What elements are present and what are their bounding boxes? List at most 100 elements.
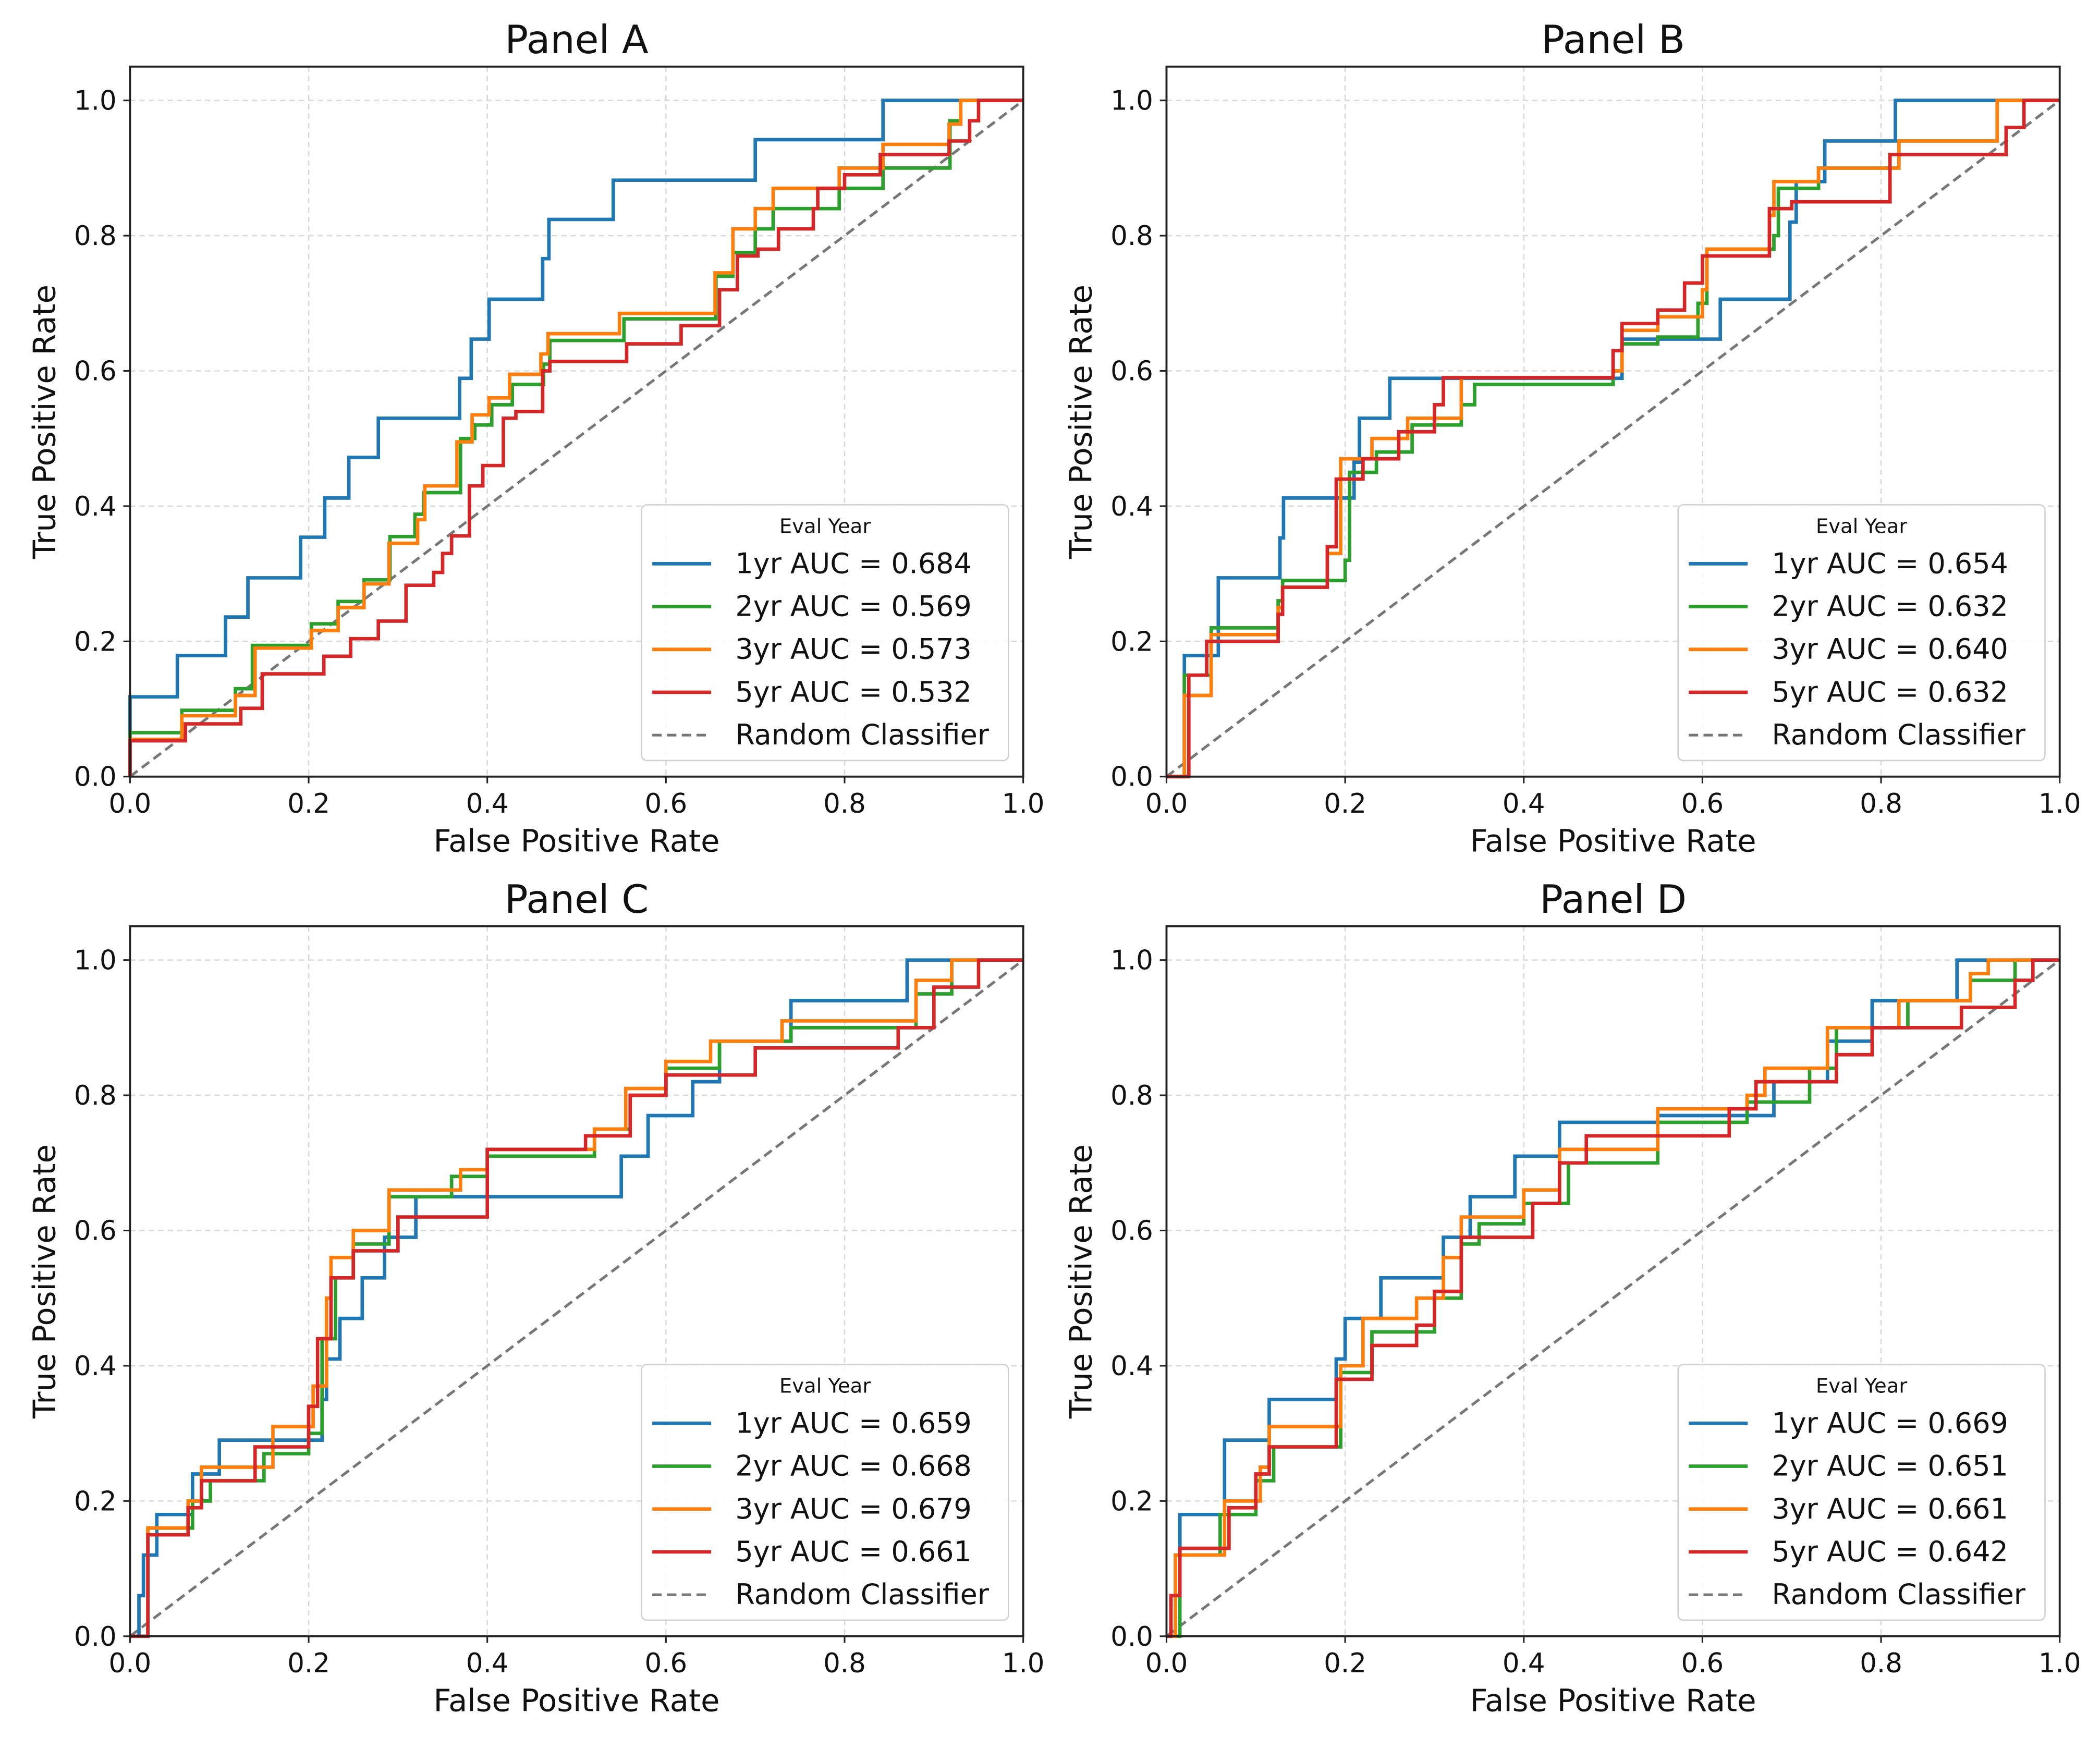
- x-tick-label: 0.6: [644, 788, 687, 819]
- axes-frame: [1165, 925, 2061, 1637]
- x-axis-label: False Positive Rate: [1470, 1683, 1756, 1719]
- random-classifier-line: [129, 959, 1024, 1637]
- y-tick-label: 0.4: [74, 1351, 117, 1382]
- panel-a: 0.0 0.2 0.4 0.6 0.8 1.0 0.0 0.2 0.4 0.6 0.8 1.0 Fals…: [27, 17, 1045, 859]
- random-classifier-line: [1165, 959, 2061, 1637]
- panel-title: Panel D: [1540, 877, 1687, 922]
- x-tick-label: 0.4: [1503, 1648, 1545, 1679]
- y-axis-label: True Positive Rate: [27, 285, 63, 559]
- x-tick-label: 0.8: [1860, 1648, 1902, 1679]
- x-tick-label: 0.0: [109, 788, 152, 819]
- y-tick-label: 0.8: [1110, 221, 1153, 252]
- legend-entry: Random Classifier: [1772, 1578, 2025, 1611]
- y-tick-label: 0.2: [1110, 626, 1153, 657]
- y-tick-label: 0.2: [1110, 1486, 1153, 1517]
- x-tick-label: 1.0: [2038, 1648, 2081, 1679]
- y-tick-label: 0.6: [1110, 1215, 1153, 1246]
- legend-title: Eval Year: [779, 1374, 871, 1398]
- y-axis-label: True Positive Rate: [27, 1144, 63, 1419]
- x-tick-label: 0.2: [287, 1648, 330, 1679]
- legend-entry: 3yr AUC = 0.573: [735, 633, 971, 666]
- legend-entry: 5yr AUC = 0.661: [735, 1535, 971, 1568]
- x-tick-label: 1.0: [1002, 788, 1045, 819]
- x-tick-label: 1.0: [1002, 1648, 1045, 1679]
- y-tick-label: 0.6: [1110, 356, 1153, 387]
- legend-entry: 2yr AUC = 0.632: [1772, 590, 2008, 623]
- legend-title: Eval Year: [1816, 1374, 1907, 1398]
- legend-title: Eval Year: [1816, 515, 1907, 538]
- legend: Eval Year 1yr AUC = 0.659 2yr AUC = 0.668 3…: [641, 1364, 1009, 1621]
- legend: Eval Year 1yr AUC = 0.684 2yr AUC = 0.569 3…: [641, 504, 1009, 762]
- legend-entry: 5yr AUC = 0.632: [1772, 676, 2008, 708]
- y-tick-label: 0.4: [1110, 1351, 1153, 1382]
- x-tick-label: 0.4: [1503, 788, 1545, 819]
- roc-curve-5yr: [1166, 958, 2060, 1638]
- y-tick-label: 0.6: [74, 356, 117, 387]
- legend-entry: 1yr AUC = 0.669: [1772, 1406, 2008, 1439]
- x-tick-label: 0.0: [1145, 1648, 1188, 1679]
- y-tick-label: 1.0: [74, 85, 117, 117]
- legend-entry: 1yr AUC = 0.654: [1772, 547, 2008, 580]
- panel-c: 0.0 0.2 0.4 0.6 0.8 1.0 0.0 0.2 0.4 0.6 0.8 1.0 Fals…: [27, 877, 1045, 1719]
- legend-entry: 2yr AUC = 0.569: [735, 590, 971, 623]
- panel-title: Panel B: [1541, 17, 1685, 63]
- panel-title: Panel C: [505, 877, 649, 922]
- x-axis-label: False Positive Rate: [434, 823, 720, 859]
- legend-entry: 1yr AUC = 0.659: [735, 1406, 971, 1439]
- random-classifier-line: [129, 99, 1024, 778]
- legend-entry: 3yr AUC = 0.640: [1772, 633, 2008, 666]
- legend-entry: 3yr AUC = 0.661: [1772, 1492, 2008, 1525]
- x-tick-label: 0.2: [1324, 1648, 1366, 1679]
- panel-b: 0.0 0.2 0.4 0.6 0.8 1.0 0.0 0.2 0.4 0.6 0.8 1.0 Fals…: [1063, 17, 2081, 859]
- y-tick-label: 0.4: [74, 491, 117, 522]
- legend-entry: 2yr AUC = 0.651: [1772, 1450, 2008, 1483]
- roc-curve-5yr: [130, 958, 1023, 1638]
- legend-title: Eval Year: [779, 515, 871, 538]
- legend-entry: Random Classifier: [1772, 718, 2025, 751]
- x-tick-label: 0.4: [466, 1648, 509, 1679]
- x-tick-label: 0.4: [466, 788, 509, 819]
- y-axis-label: True Positive Rate: [1063, 285, 1099, 559]
- roc-curve-5yr: [1166, 99, 2060, 779]
- y-tick-label: 0.4: [1110, 491, 1153, 522]
- panel-title: Panel A: [505, 17, 649, 63]
- legend-entry: 5yr AUC = 0.532: [735, 676, 971, 708]
- legend-box: [641, 1364, 1009, 1621]
- legend: Eval Year 1yr AUC = 0.669 2yr AUC = 0.651 3…: [1677, 1364, 2046, 1621]
- random-classifier-line: [1165, 99, 2061, 778]
- roc-curve-5yr: [128, 99, 1023, 777]
- x-tick-label: 0.8: [823, 1648, 866, 1679]
- y-axis-label: True Positive Rate: [1063, 1144, 1099, 1419]
- x-tick-label: 0.8: [1860, 788, 1902, 819]
- x-tick-label: 0.6: [644, 1648, 687, 1679]
- y-tick-label: 0.0: [74, 762, 117, 793]
- panel-d: 0.0 0.2 0.4 0.6 0.8 1.0 0.0 0.2 0.4 0.6 0.8 1.0 Fals…: [1063, 877, 2081, 1719]
- y-tick-label: 1.0: [1110, 945, 1153, 976]
- y-tick-label: 0.8: [1110, 1080, 1153, 1111]
- legend-box: [1677, 1364, 2046, 1621]
- x-tick-label: 0.6: [1681, 788, 1724, 819]
- roc-curve-1yr: [128, 99, 1023, 777]
- axes-frame: [129, 925, 1024, 1637]
- x-tick-label: 0.0: [109, 1648, 152, 1679]
- y-tick-label: 1.0: [1110, 85, 1153, 117]
- y-tick-label: 0.6: [74, 1215, 117, 1246]
- y-tick-label: 0.8: [74, 221, 117, 252]
- legend-entry: 5yr AUC = 0.642: [1772, 1535, 2008, 1568]
- axes-frame: [129, 65, 1024, 778]
- x-tick-label: 0.2: [1324, 788, 1366, 819]
- x-tick-label: 0.0: [1145, 788, 1188, 819]
- legend-entry: 1yr AUC = 0.684: [735, 547, 971, 580]
- x-tick-label: 0.8: [823, 788, 866, 819]
- y-tick-label: 0.0: [74, 1621, 117, 1653]
- y-tick-label: 1.0: [74, 945, 117, 976]
- legend-entry: Random Classifier: [735, 718, 989, 751]
- legend-entry: Random Classifier: [735, 1578, 989, 1611]
- x-axis-label: False Positive Rate: [1470, 823, 1756, 859]
- y-tick-label: 0.2: [74, 626, 117, 657]
- legend: Eval Year 1yr AUC = 0.654 2yr AUC = 0.632 3…: [1677, 504, 2046, 762]
- x-tick-label: 1.0: [2038, 788, 2081, 819]
- axes-frame: [1165, 65, 2061, 778]
- y-tick-label: 0.0: [1110, 762, 1153, 793]
